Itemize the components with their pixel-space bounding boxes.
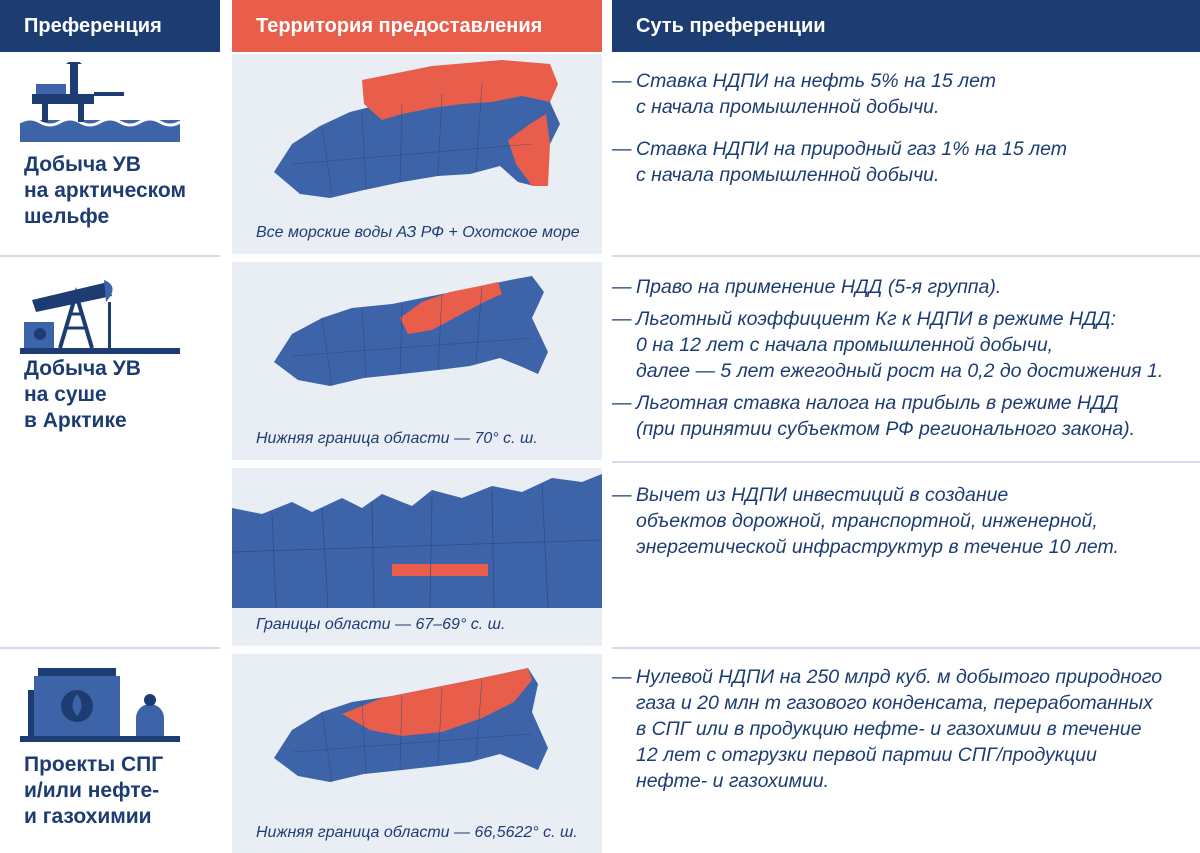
okhotsk-sea-highlight <box>508 114 550 186</box>
russia-map-lng <box>274 668 548 783</box>
item-line: в СПГ или в продукцию нефте- и газохимии… <box>636 718 1142 740</box>
row-separator <box>0 255 220 257</box>
preference-list-shelf: — Ставка НДПИ на нефть 5% на 15 лет с на… <box>612 68 1200 188</box>
item-line: (при принятии субъектом РФ регионального… <box>636 418 1136 440</box>
preference-item: — Вычет из НДПИ инвестиций в создание об… <box>612 482 1200 560</box>
row-separator <box>612 255 1200 257</box>
russia-map-shelf <box>274 60 560 198</box>
item-line: 12 лет с отгрузки первой партии СПГ/прод… <box>636 744 1097 766</box>
offshore-platform-icon <box>20 62 180 142</box>
oil-pumpjack-icon <box>20 280 180 354</box>
label-line: на суше <box>24 383 107 406</box>
lng-tank-icon <box>20 668 180 742</box>
map-panel-shelf: Все морские воды АЗ РФ + Охотское море <box>232 54 602 254</box>
map-caption: Все морские воды АЗ РФ + Охотское море <box>256 224 580 241</box>
bullet-dash: — <box>612 484 632 506</box>
item-line: с начала промышленной добычи. <box>636 96 940 118</box>
label-line: шельфе <box>24 205 110 228</box>
preference-item: — Льготная ставка налога на прибыль в ре… <box>612 390 1200 442</box>
header-preference: Преференция <box>0 0 220 52</box>
item-line: энергетической инфраструктур в течение 1… <box>636 536 1119 558</box>
item-line: Нулевой НДПИ на 250 млрд куб. м добытого… <box>636 666 1163 688</box>
map-caption: Нижняя граница области — 70° с. ш. <box>256 430 538 447</box>
map-caption: Границы области — 67–69° с. ш. <box>256 616 506 633</box>
bullet-dash: — <box>612 308 632 330</box>
russia-landmass <box>232 474 602 608</box>
map-caption: Нижняя граница области — 66,5622° с. ш. <box>256 824 578 841</box>
item-line: с начала промышленной добычи. <box>636 164 940 186</box>
label-line: и газохимии <box>24 805 152 828</box>
label-line: на арктическом <box>24 179 187 202</box>
row-label-lng: Проекты СПГ и/или нефте- и газохимии <box>24 752 163 830</box>
row-separator <box>612 461 1200 463</box>
preference-list-lng: — Нулевой НДПИ на 250 млрд куб. м добыто… <box>612 664 1200 794</box>
item-line: нефте- и газохимии. <box>636 770 830 792</box>
north-of-66-highlight <box>342 668 532 736</box>
item-line: 0 на 12 лет с начала промышленной добычи… <box>636 334 1054 356</box>
label-line: и/или нефте- <box>24 779 160 802</box>
item-line: Льготная ставка налога на прибыль в режи… <box>636 392 1119 414</box>
preference-item: — Ставка НДПИ на природный газ 1% на 15 … <box>612 136 1200 188</box>
bullet-dash: — <box>612 392 632 414</box>
row-label-onshore: Добыча УВ на суше в Арктике <box>24 356 141 434</box>
map-panel-onshore: Нижняя граница области — 70° с. ш. <box>232 262 602 460</box>
map-panel-lng: Нижняя граница области — 66,5622° с. ш. <box>232 654 602 853</box>
preference-item: — Нулевой НДПИ на 250 млрд куб. м добыто… <box>612 664 1200 794</box>
arctic-waters-highlight <box>362 60 558 120</box>
item-line: Вычет из НДПИ инвестиций в создание <box>636 484 1009 506</box>
north-of-70-highlight <box>400 282 502 334</box>
row-label-shelf: Добыча УВ на арктическом шельфе <box>24 152 186 230</box>
label-line: Добыча УВ <box>24 153 141 176</box>
header-territory: Территория предоставления <box>232 0 602 52</box>
label-line: Добыча УВ <box>24 357 141 380</box>
map-panel-infrastructure: Границы области — 67–69° с. ш. <box>232 468 602 646</box>
bullet-dash: — <box>612 276 632 298</box>
label-line: Проекты СПГ <box>24 753 164 776</box>
header-essence: Суть преференции <box>612 0 1200 52</box>
item-line: Право на применение НДД (5-я группа). <box>636 276 1002 298</box>
item-line: далее — 5 лет ежегодный рост на 0,2 до д… <box>636 360 1164 382</box>
band-67-69-highlight <box>392 564 488 576</box>
preference-list-infrastructure: — Вычет из НДПИ инвестиций в создание об… <box>612 482 1200 560</box>
bullet-dash: — <box>612 138 632 160</box>
russia-map-zoomed <box>232 474 602 609</box>
preference-item: — Ставка НДПИ на нефть 5% на 15 лет с на… <box>612 68 1200 120</box>
label-line: в Арктике <box>24 409 127 432</box>
preference-list-onshore: — Право на применение НДД (5-я группа). … <box>612 274 1200 442</box>
bullet-dash: — <box>612 666 632 688</box>
bullet-dash: — <box>612 70 632 92</box>
row-separator <box>0 647 220 649</box>
item-line: газа и 20 млн т газового конденсата, пер… <box>636 692 1153 714</box>
row-separator <box>612 647 1200 649</box>
preference-item: — Льготный коэффициент Кг к НДПИ в режим… <box>612 306 1200 384</box>
item-line: Ставка НДПИ на нефть 5% на 15 лет <box>636 70 997 92</box>
russia-map-onshore <box>274 276 548 387</box>
item-line: объектов дорожной, транспортной, инженер… <box>636 510 1098 532</box>
item-line: Ставка НДПИ на природный газ 1% на 15 ле… <box>636 138 1067 160</box>
russia-landmass <box>274 72 560 198</box>
item-line: Льготный коэффициент Кг к НДПИ в режиме … <box>636 308 1116 330</box>
preference-item: — Право на применение НДД (5-я группа). <box>612 274 1200 300</box>
